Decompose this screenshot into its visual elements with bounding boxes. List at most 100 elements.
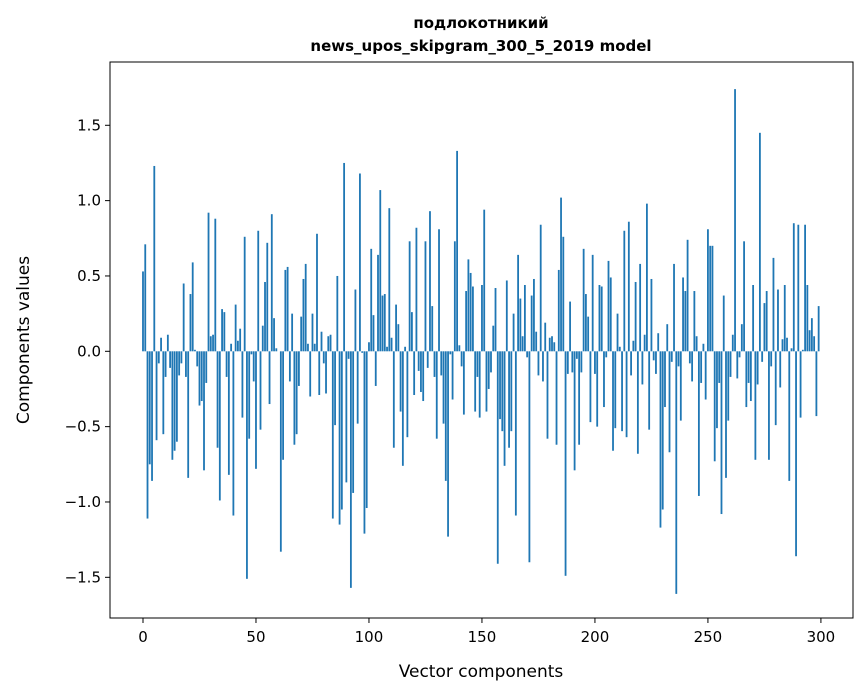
bar-269 — [749, 351, 752, 402]
bar-12 — [169, 351, 172, 368]
bar-242 — [688, 351, 691, 364]
bar-268 — [747, 351, 750, 383]
x-tick-label: 100 — [355, 628, 384, 646]
bar-139 — [456, 150, 458, 352]
bar-181 — [551, 336, 553, 352]
bar-236 — [675, 351, 678, 594]
bar-149 — [478, 351, 481, 418]
bar-107 — [383, 294, 386, 352]
bar-280 — [774, 351, 777, 426]
bar-3 — [148, 351, 151, 465]
y-tick-label: 0.5 — [77, 267, 101, 285]
bar-91 — [347, 351, 350, 359]
bar-252 — [711, 245, 714, 352]
x-tick-label: 250 — [694, 628, 723, 646]
bar-266 — [743, 241, 745, 352]
bar-291 — [799, 351, 802, 418]
bar-123 — [420, 351, 422, 392]
bar-155 — [492, 325, 495, 352]
bar-28 — [205, 351, 208, 383]
bar-148 — [476, 351, 479, 377]
bar-81 — [325, 351, 327, 394]
bar-19 — [185, 351, 187, 377]
bar-110 — [390, 337, 393, 352]
bar-289 — [795, 351, 797, 557]
bar-42 — [236, 340, 239, 352]
bar-193 — [578, 351, 581, 445]
bar-59 — [275, 348, 278, 352]
bar-132 — [440, 351, 443, 376]
bar-192 — [575, 351, 578, 359]
bar-88 — [340, 351, 343, 510]
bar-247 — [700, 351, 703, 383]
bar-283 — [781, 339, 784, 352]
bar-112 — [395, 304, 397, 352]
bar-93 — [352, 351, 355, 493]
bar-218 — [634, 281, 637, 352]
bar-29 — [207, 212, 210, 352]
bar-209 — [614, 351, 617, 429]
bar-235 — [673, 263, 675, 352]
bar-39 — [230, 343, 233, 352]
bar-62 — [282, 351, 284, 460]
bar-17 — [180, 351, 183, 364]
bar-122 — [417, 351, 420, 371]
bar-145 — [469, 272, 472, 352]
bar-286 — [788, 351, 791, 481]
bar-90 — [345, 351, 348, 483]
bar-231 — [664, 351, 666, 408]
bar-131 — [438, 229, 440, 352]
bar-23 — [194, 349, 196, 352]
bar-297 — [813, 336, 816, 352]
bar-87 — [338, 351, 341, 525]
bar-55 — [266, 242, 269, 352]
bar-163 — [510, 351, 513, 432]
bar-248 — [702, 343, 705, 352]
bar-214 — [625, 351, 628, 438]
bar-96 — [359, 173, 361, 352]
bar-296 — [810, 318, 813, 352]
bar-177 — [542, 351, 544, 382]
bar-290 — [797, 224, 800, 352]
bar-223 — [646, 203, 648, 352]
bar-25 — [198, 351, 201, 406]
bar-109 — [388, 208, 391, 352]
bar-253 — [713, 351, 716, 462]
bar-228 — [657, 333, 660, 352]
bar-275 — [763, 303, 766, 352]
bar-99 — [365, 351, 368, 509]
bar-250 — [707, 229, 709, 352]
bar-111 — [392, 351, 395, 448]
bar-264 — [738, 351, 741, 358]
bar-30 — [209, 336, 212, 352]
bar-263 — [736, 351, 739, 379]
bar-130 — [435, 351, 438, 439]
bar-246 — [697, 351, 700, 496]
bar-173 — [533, 278, 535, 352]
bar-92 — [349, 351, 352, 588]
bar-243 — [691, 351, 694, 382]
bar-256 — [720, 351, 723, 515]
bar-7 — [157, 351, 160, 364]
bar-226 — [652, 351, 655, 361]
bar-105 — [379, 190, 382, 352]
bar-126 — [426, 351, 429, 368]
bar-284 — [783, 285, 786, 352]
bar-175 — [537, 351, 540, 376]
bar-89 — [343, 162, 346, 352]
bar-64 — [286, 266, 289, 352]
bar-233 — [668, 351, 671, 453]
bar-187 — [564, 351, 567, 576]
bar-202 — [598, 285, 601, 352]
bar-34 — [218, 351, 221, 501]
bar-4 — [151, 351, 153, 481]
bar-225 — [650, 278, 653, 352]
bar-153 — [487, 351, 490, 389]
bar-40 — [232, 351, 235, 516]
bar-282 — [779, 351, 782, 388]
bar-157 — [496, 351, 499, 564]
bar-65 — [288, 351, 291, 382]
bar-95 — [356, 351, 359, 424]
bar-205 — [605, 351, 608, 358]
